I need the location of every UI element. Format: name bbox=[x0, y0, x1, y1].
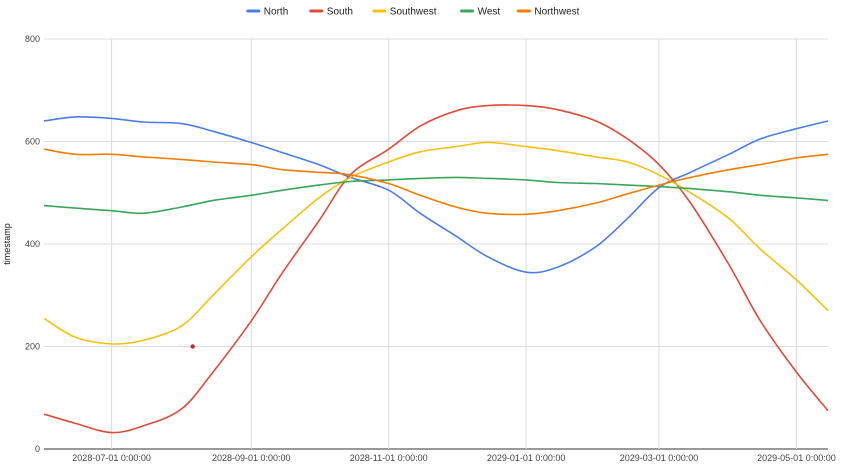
legend-label: South bbox=[327, 7, 353, 18]
y-axis-ticks: 0 200 400 600 800 bbox=[25, 34, 40, 454]
legend-label: Southwest bbox=[390, 7, 437, 18]
series-line-south bbox=[43, 104, 829, 434]
x-tick-label: 2028-09-01 0:00:00 bbox=[212, 453, 291, 463]
y-tick-label: 0 bbox=[35, 444, 40, 454]
y-axis-title: timestamp bbox=[2, 223, 12, 265]
series-line-west bbox=[43, 176, 829, 215]
series-line-northwest bbox=[43, 148, 829, 216]
y-tick-label: 600 bbox=[25, 137, 40, 147]
series-lines bbox=[43, 104, 829, 434]
x-tick-label: 2028-07-01 0:00:00 bbox=[72, 453, 151, 463]
annotations bbox=[190, 344, 195, 349]
legend-label: Northwest bbox=[534, 7, 579, 18]
x-tick-label: 2028-11-01 0:00:00 bbox=[350, 453, 428, 463]
y-tick-label: 800 bbox=[25, 34, 40, 44]
x-tick-label: 2029-05-01 0:00:00 bbox=[757, 453, 836, 463]
legend-label: West bbox=[478, 7, 501, 18]
y-tick-label: 400 bbox=[25, 239, 40, 249]
legend: North South Southwest West Northwest bbox=[246, 7, 580, 18]
x-tick-label: 2029-01-01 0:00:00 bbox=[487, 453, 566, 463]
annotation-point bbox=[190, 344, 195, 349]
x-tick-label: 2029-03-01 0:00:00 bbox=[620, 453, 699, 463]
series-line-north bbox=[43, 116, 829, 274]
legend-label: North bbox=[264, 7, 288, 18]
x-axis-ticks: 2028-07-01 0:00:00 2028-09-01 0:00:00 2028… bbox=[72, 453, 835, 463]
gridlines bbox=[44, 38, 828, 450]
y-tick-label: 200 bbox=[25, 342, 40, 352]
series-line-southwest bbox=[43, 141, 829, 345]
